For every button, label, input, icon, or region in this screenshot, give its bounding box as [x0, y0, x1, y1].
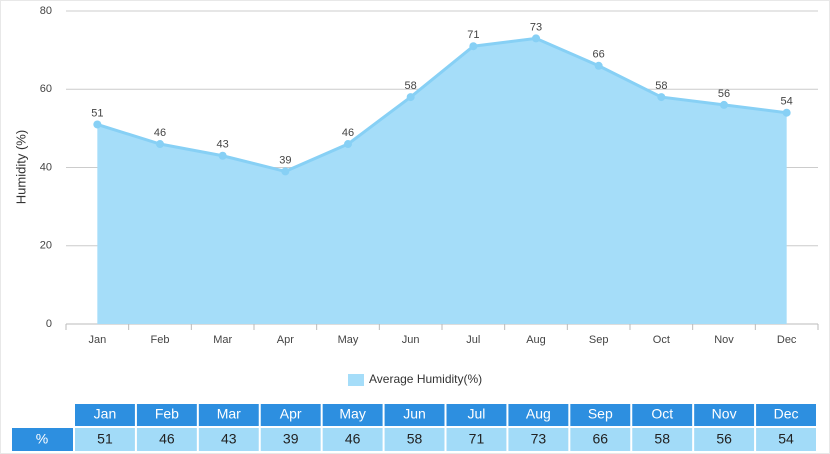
- data-label: 73: [530, 21, 542, 33]
- x-tick-label: Jul: [466, 334, 480, 346]
- table-header: Oct: [651, 406, 673, 422]
- table-cell: [756, 428, 816, 451]
- table-value: 39: [283, 431, 299, 447]
- table-header: Nov: [712, 406, 737, 422]
- table-value: 46: [159, 431, 175, 447]
- table-value: 66: [593, 431, 609, 447]
- x-tick-label: Sep: [589, 334, 609, 346]
- table-header: Jan: [94, 406, 117, 422]
- table-cell: [508, 428, 569, 451]
- data-label: 58: [405, 80, 417, 92]
- table-row-label-cell: [12, 428, 73, 451]
- table-cell: [260, 428, 321, 451]
- table-header: Aug: [526, 406, 551, 422]
- point: [720, 100, 728, 109]
- point: [218, 151, 227, 160]
- x-tick-label: May: [338, 334, 359, 346]
- table-header-cell: [384, 404, 445, 426]
- data-label: 58: [655, 80, 667, 92]
- point: [344, 140, 352, 149]
- table-row-label: %: [36, 431, 48, 447]
- y-tick-label: 40: [40, 161, 52, 173]
- table-value: 43: [221, 431, 237, 447]
- table-value: 58: [654, 431, 670, 447]
- x-tick-label: Jan: [88, 334, 106, 346]
- y-axis-title: Humidity (%): [13, 130, 28, 204]
- table-value: 73: [531, 431, 547, 447]
- x-tick-label: Oct: [653, 334, 670, 346]
- table-value: 58: [407, 431, 423, 447]
- table-cell: [136, 428, 197, 451]
- point: [93, 120, 102, 129]
- table-cell: [446, 428, 507, 451]
- y-tick-label: 0: [46, 318, 52, 330]
- legend-label: Average Humidity(%): [369, 372, 482, 386]
- y-tick-label: 60: [40, 83, 52, 95]
- table-header-cell: [570, 404, 631, 426]
- data-label: 71: [467, 29, 479, 41]
- point: [594, 61, 603, 70]
- area: [97, 38, 787, 324]
- table-header-cell: [508, 404, 569, 426]
- point: [532, 34, 540, 43]
- table-header: Feb: [155, 406, 179, 422]
- x-tick-label: Apr: [277, 334, 294, 346]
- table-header: Sep: [588, 406, 613, 422]
- table-header: Jul: [468, 406, 486, 422]
- table-header-cell: [75, 404, 135, 426]
- table-cell: [570, 428, 631, 451]
- table-header-cell: [632, 404, 693, 426]
- x-tick-label: Feb: [151, 334, 170, 346]
- legend-swatch: [348, 374, 364, 386]
- table-header: Mar: [217, 406, 241, 422]
- table-value: 51: [97, 431, 113, 447]
- x-tick-label: Nov: [714, 334, 734, 346]
- table-header: Jun: [403, 406, 426, 422]
- table-cell: [75, 428, 135, 451]
- point: [657, 93, 666, 102]
- table-header-cell: [198, 404, 259, 426]
- table-value: 71: [469, 431, 485, 447]
- table-header-cell: [446, 404, 507, 426]
- x-tick-label: Aug: [526, 334, 546, 346]
- table-cell: [384, 428, 445, 451]
- data-label: 43: [217, 139, 229, 151]
- table-header-cell: [756, 404, 816, 426]
- table-header-cell: [260, 404, 321, 426]
- x-tick-label: Jun: [402, 334, 420, 346]
- data-label: 46: [154, 127, 166, 139]
- point: [782, 108, 791, 117]
- table-header-cell: [322, 404, 383, 426]
- y-tick-label: 20: [40, 240, 52, 252]
- table-cell: [632, 428, 693, 451]
- table-header-cell: [136, 404, 197, 426]
- table-value: 54: [778, 431, 794, 447]
- table-value: 56: [716, 431, 732, 447]
- table-value: 46: [345, 431, 361, 447]
- x-tick-label: Mar: [213, 334, 232, 346]
- data-label: 51: [91, 107, 103, 119]
- table-header-cell: [694, 404, 755, 426]
- x-tick-label: Dec: [777, 334, 797, 346]
- table-header: Apr: [280, 406, 302, 422]
- point: [406, 93, 415, 102]
- data-label: 46: [342, 127, 354, 139]
- data-label: 56: [718, 88, 730, 100]
- point: [156, 140, 164, 149]
- y-tick-label: 80: [40, 5, 52, 17]
- table-cell: [198, 428, 259, 451]
- data-label: 66: [593, 49, 605, 61]
- data-label: 54: [781, 96, 793, 108]
- data-label: 39: [279, 154, 291, 166]
- table-header: May: [339, 406, 365, 422]
- line: [96, 36, 787, 173]
- table-header: Dec: [774, 406, 799, 422]
- table-cell: [322, 428, 383, 451]
- point: [469, 42, 478, 51]
- table-cell: [694, 428, 755, 451]
- point: [281, 167, 290, 176]
